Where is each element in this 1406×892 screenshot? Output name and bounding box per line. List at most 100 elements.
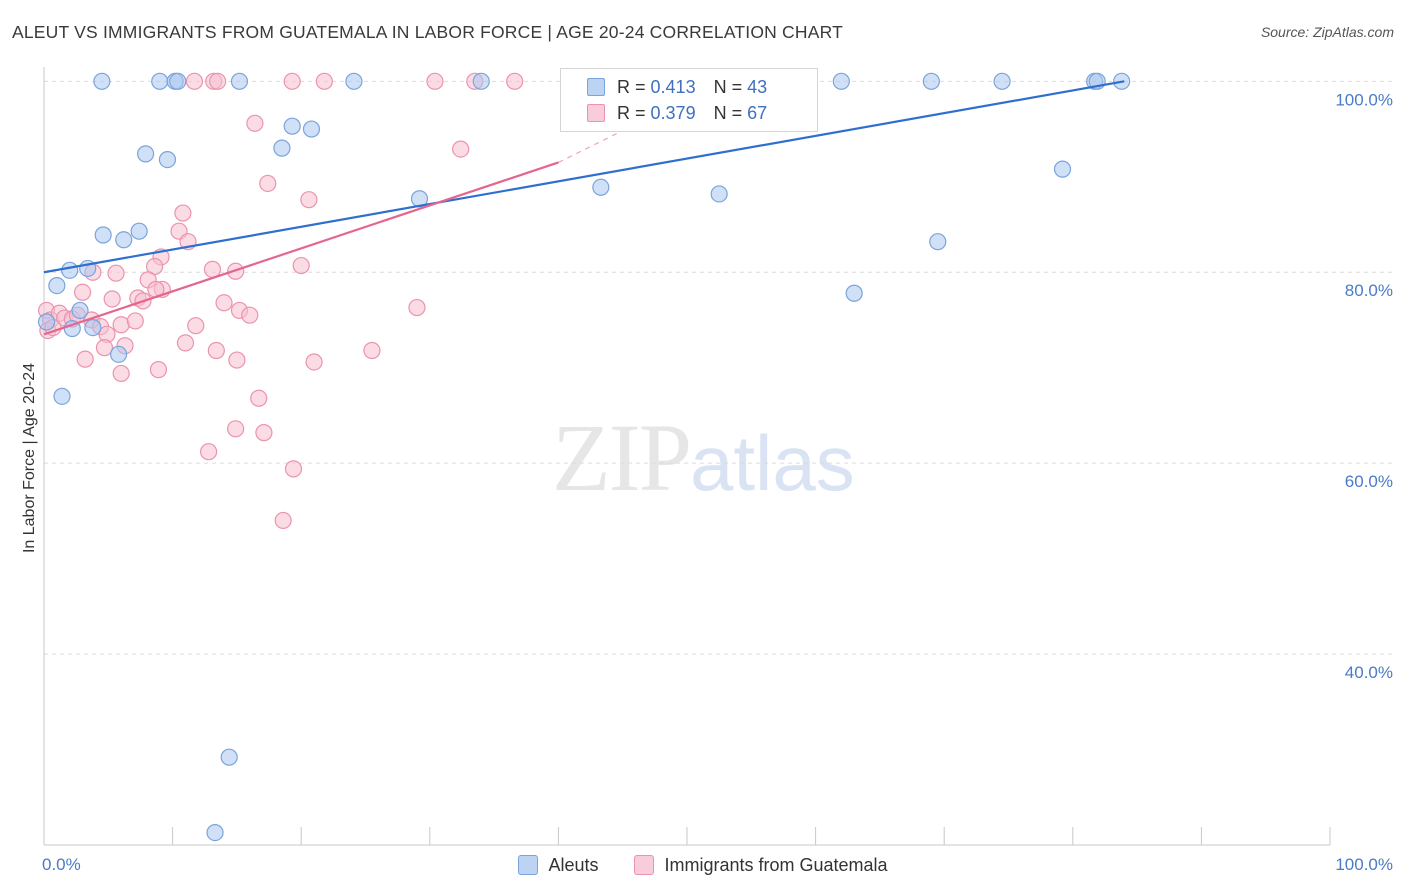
data-point-immigrants bbox=[506, 72, 524, 90]
series-legend: Aleuts Immigrants from Guatemala bbox=[0, 852, 1406, 878]
data-point-immigrants bbox=[215, 294, 233, 312]
trend-line-immigrants bbox=[43, 161, 559, 336]
y-tick-label: 60.0% bbox=[1345, 472, 1393, 491]
data-point-immigrants bbox=[107, 264, 125, 282]
data-point-immigrants bbox=[292, 256, 310, 275]
y-tick-label: 40.0% bbox=[1345, 663, 1393, 682]
data-point-aleuts bbox=[230, 72, 249, 90]
legend-n-label: N = bbox=[713, 102, 743, 123]
data-point-aleuts bbox=[993, 72, 1011, 90]
data-point-aleuts bbox=[832, 72, 850, 90]
data-point-immigrants bbox=[283, 72, 301, 90]
chart-title: ALEUT VS IMMIGRANTS FROM GUATEMALA IN LA… bbox=[12, 22, 844, 42]
data-point-aleuts bbox=[53, 387, 71, 405]
data-point-aleuts bbox=[71, 301, 89, 320]
y-tick-label: 80.0% bbox=[1345, 281, 1393, 300]
data-point-aleuts bbox=[158, 150, 177, 169]
axes bbox=[43, 67, 1331, 846]
legend-label-immigrants: Immigrants from Guatemala bbox=[664, 854, 888, 875]
legend-row-immigrants: R = 0.379 N = 67 bbox=[587, 101, 767, 125]
x-tick-label: 0.0% bbox=[42, 855, 81, 874]
legend-r-value: 0.379 bbox=[650, 102, 696, 123]
data-point-aleuts bbox=[109, 345, 128, 363]
legend-swatch-pink bbox=[587, 104, 605, 122]
data-point-immigrants bbox=[284, 460, 303, 478]
legend-item-immigrants[interactable]: Immigrants from Guatemala bbox=[634, 854, 888, 876]
data-point-aleuts bbox=[206, 823, 224, 842]
data-point-immigrants bbox=[305, 353, 323, 371]
data-point-aleuts bbox=[48, 277, 66, 295]
grid-lines bbox=[44, 80, 1392, 655]
data-point-aleuts bbox=[922, 72, 940, 90]
legend-n-value: 43 bbox=[747, 76, 768, 97]
data-point-aleuts bbox=[845, 284, 863, 302]
data-point-immigrants bbox=[187, 317, 205, 335]
x-tick-label: 100.0% bbox=[1335, 855, 1393, 874]
data-point-immigrants bbox=[209, 72, 227, 90]
data-point-aleuts bbox=[273, 139, 291, 157]
watermark: ZIPatlas bbox=[552, 402, 855, 513]
data-point-immigrants bbox=[250, 389, 268, 407]
data-point-aleuts bbox=[220, 748, 238, 766]
data-point-immigrants bbox=[176, 334, 195, 352]
data-point-immigrants bbox=[363, 341, 381, 360]
legend-label-aleuts: Aleuts bbox=[548, 854, 599, 875]
data-point-aleuts bbox=[84, 319, 102, 337]
legend-swatch-blue bbox=[518, 855, 539, 875]
data-point-immigrants bbox=[274, 511, 292, 530]
data-point-immigrants bbox=[174, 204, 192, 222]
data-point-aleuts bbox=[61, 261, 79, 279]
watermark-zip: ZIP bbox=[552, 404, 692, 511]
data-point-immigrants bbox=[408, 298, 426, 317]
trend-line-aleuts bbox=[43, 80, 1125, 274]
data-point-immigrants bbox=[200, 443, 218, 461]
data-point-aleuts bbox=[345, 72, 363, 90]
y-axis-title: In Labor Force | Age 20-24 bbox=[21, 363, 38, 553]
legend-r-label: R = bbox=[617, 102, 646, 123]
data-point-aleuts bbox=[472, 72, 490, 90]
data-point-immigrants bbox=[185, 72, 204, 90]
data-point-immigrants bbox=[426, 72, 444, 90]
data-point-aleuts bbox=[302, 120, 321, 138]
legend-swatch-blue bbox=[587, 78, 605, 96]
legend-r-label: R = bbox=[617, 76, 646, 97]
data-point-immigrants bbox=[112, 364, 130, 383]
data-point-immigrants bbox=[227, 420, 245, 438]
data-point-aleuts bbox=[115, 231, 133, 249]
data-point-aleuts bbox=[151, 72, 169, 90]
data-point-aleuts bbox=[283, 117, 301, 135]
legend-swatch-pink bbox=[634, 855, 655, 875]
trend-line-immigrants-extension bbox=[558, 104, 675, 163]
data-point-aleuts bbox=[130, 222, 148, 240]
data-point-immigrants bbox=[241, 306, 259, 324]
correlation-legend: R = 0.413 N = 43 R = 0.379 N = 67 bbox=[560, 68, 818, 132]
data-point-aleuts bbox=[929, 233, 947, 251]
series-aleuts-points bbox=[37, 72, 1131, 842]
data-point-immigrants bbox=[228, 351, 246, 369]
data-point-immigrants bbox=[149, 361, 168, 379]
data-point-immigrants bbox=[315, 72, 333, 90]
y-tick-label: 100.0% bbox=[1335, 90, 1393, 109]
data-point-immigrants bbox=[207, 341, 225, 360]
data-point-immigrants bbox=[103, 290, 121, 308]
data-point-aleuts bbox=[710, 185, 728, 203]
data-point-aleuts bbox=[1053, 160, 1072, 178]
data-point-aleuts bbox=[592, 178, 610, 196]
legend-r-value: 0.413 bbox=[650, 76, 696, 97]
axis-labels: 40.0% 60.0% 80.0% 100.0% 0.0% 100.0% In Labor … bbox=[21, 90, 1393, 874]
data-point-immigrants bbox=[126, 312, 144, 330]
trend-lines bbox=[43, 80, 1125, 336]
data-point-aleuts bbox=[93, 72, 111, 90]
data-point-immigrants bbox=[255, 424, 273, 442]
data-point-immigrants bbox=[76, 350, 94, 368]
data-point-immigrants bbox=[95, 339, 114, 357]
data-point-aleuts bbox=[136, 145, 155, 163]
data-point-immigrants bbox=[300, 191, 318, 209]
data-point-immigrants bbox=[112, 316, 130, 334]
legend-n-label: N = bbox=[713, 76, 743, 97]
data-point-immigrants bbox=[73, 283, 92, 301]
legend-item-aleuts[interactable]: Aleuts bbox=[518, 855, 598, 876]
data-point-aleuts bbox=[169, 72, 187, 90]
data-point-immigrants bbox=[246, 114, 264, 132]
